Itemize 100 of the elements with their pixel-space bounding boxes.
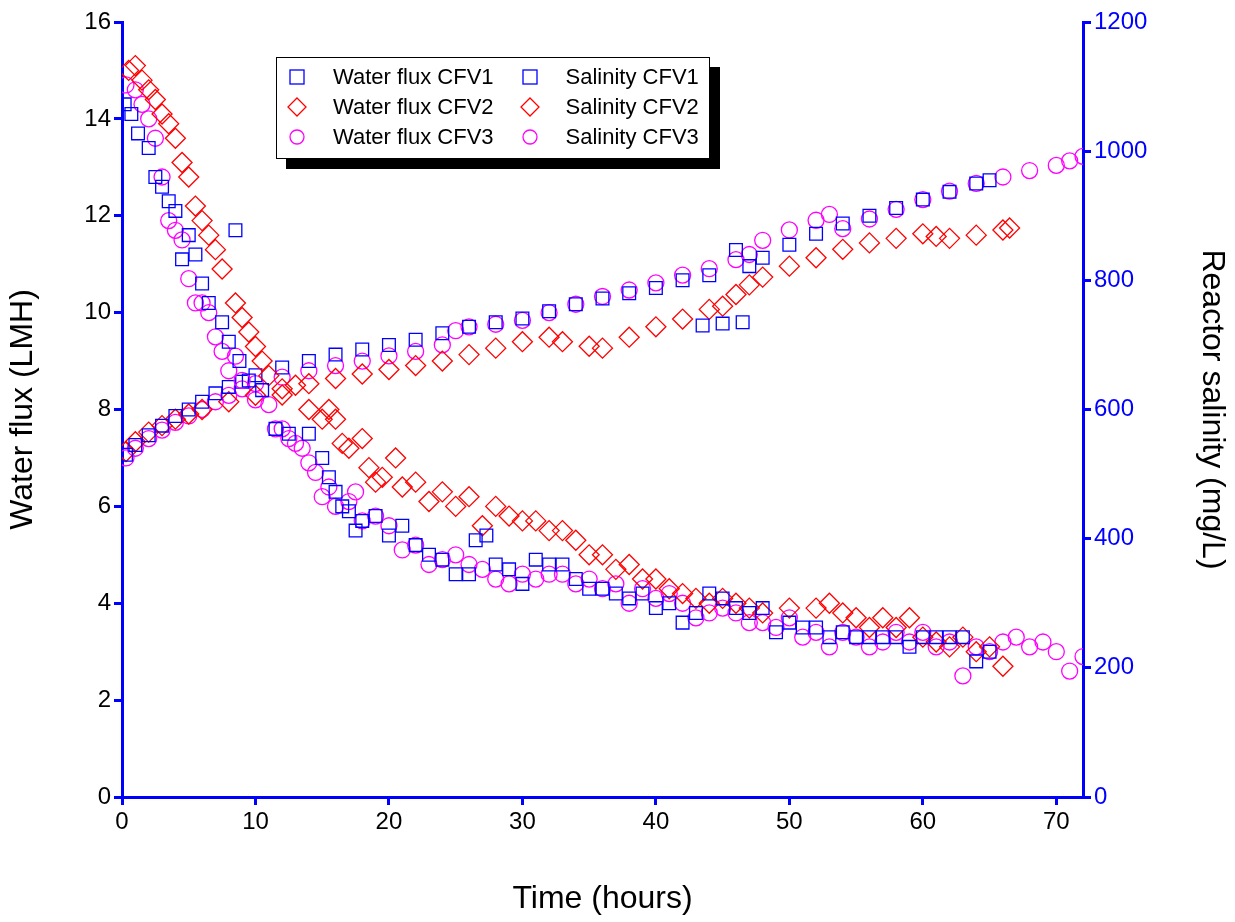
point (807, 211, 825, 229)
point (515, 311, 530, 326)
point (301, 354, 316, 369)
y-tick-label: 6 (97, 491, 111, 518)
point (754, 231, 772, 249)
point (485, 337, 507, 359)
point (938, 227, 961, 249)
y-tick-label: 4 (97, 587, 111, 615)
point (124, 431, 146, 453)
point (218, 391, 240, 413)
point (593, 287, 612, 306)
point (273, 368, 291, 386)
point (408, 332, 423, 347)
y2-tick-label: 600 (1094, 394, 1135, 422)
point (735, 315, 750, 330)
point (862, 208, 877, 223)
point (275, 360, 290, 375)
x-axis-title: Time (hours) (512, 878, 693, 915)
point (648, 281, 663, 296)
point (511, 331, 534, 353)
point (965, 224, 987, 246)
point (1020, 161, 1039, 180)
point (695, 318, 710, 333)
point (324, 367, 347, 390)
point (435, 326, 450, 341)
point (998, 217, 1021, 239)
point (752, 266, 774, 288)
point (351, 363, 373, 385)
point (578, 335, 600, 357)
point (298, 373, 320, 395)
point (647, 274, 665, 292)
y-tick-label: 8 (97, 394, 111, 422)
point (645, 316, 667, 338)
point (381, 337, 396, 352)
point (595, 291, 610, 306)
legend-label: Water flux CFV3 (333, 123, 494, 151)
point (885, 227, 907, 249)
point (780, 221, 799, 239)
point (711, 295, 734, 317)
y2-tick-label: 0 (1094, 781, 1108, 809)
point (326, 356, 345, 375)
point (738, 274, 760, 296)
point (675, 273, 690, 288)
point (244, 384, 267, 406)
point (591, 337, 614, 359)
legend-label: Water flux CFV2 (333, 93, 494, 121)
point (805, 247, 827, 269)
y-tick-label: 12 (84, 200, 111, 228)
point (700, 260, 718, 278)
point (755, 250, 770, 265)
point (378, 358, 400, 381)
point (1061, 152, 1079, 170)
y-tick-label: 0 (97, 781, 111, 809)
point (673, 266, 692, 284)
x-tick-label: 60 (909, 807, 937, 835)
point (809, 226, 824, 241)
point (835, 216, 850, 231)
point (166, 413, 185, 432)
legend-label: Salinity CFV1 (565, 63, 699, 91)
point (431, 350, 453, 372)
point (727, 251, 745, 269)
point (1047, 156, 1065, 175)
point (447, 322, 465, 340)
point (782, 237, 797, 252)
y-tick-label: 10 (84, 297, 111, 325)
point (248, 368, 263, 383)
point (208, 386, 223, 401)
point (728, 242, 743, 257)
point (925, 225, 947, 248)
point (858, 232, 881, 254)
point (355, 342, 370, 357)
point (860, 210, 879, 228)
point (992, 219, 1014, 241)
point (551, 331, 574, 353)
point (138, 421, 160, 443)
x-tick-label: 0 (115, 807, 129, 835)
point (195, 394, 210, 409)
x-tick-label: 70 (1042, 807, 1070, 835)
point (140, 429, 158, 448)
y-axis-title: Water flux (LMH) (3, 289, 40, 530)
point (620, 281, 638, 299)
point (406, 342, 425, 361)
point (671, 308, 694, 330)
point (698, 298, 720, 321)
point (622, 286, 637, 301)
x-tick-label: 50 (776, 807, 803, 835)
x-tick-label: 10 (242, 807, 269, 835)
point (164, 408, 187, 430)
point (820, 205, 839, 224)
point (433, 336, 451, 354)
point (328, 347, 343, 362)
legend-label: Salinity CFV3 (565, 123, 699, 151)
y2-tick-label: 1000 (1094, 135, 1148, 163)
point (778, 255, 801, 277)
point (458, 343, 480, 366)
y-tick-label: 16 (84, 6, 111, 34)
point (702, 268, 717, 283)
legend-label: Water flux CFV1 (333, 63, 494, 91)
point (206, 393, 225, 411)
point (725, 283, 747, 306)
